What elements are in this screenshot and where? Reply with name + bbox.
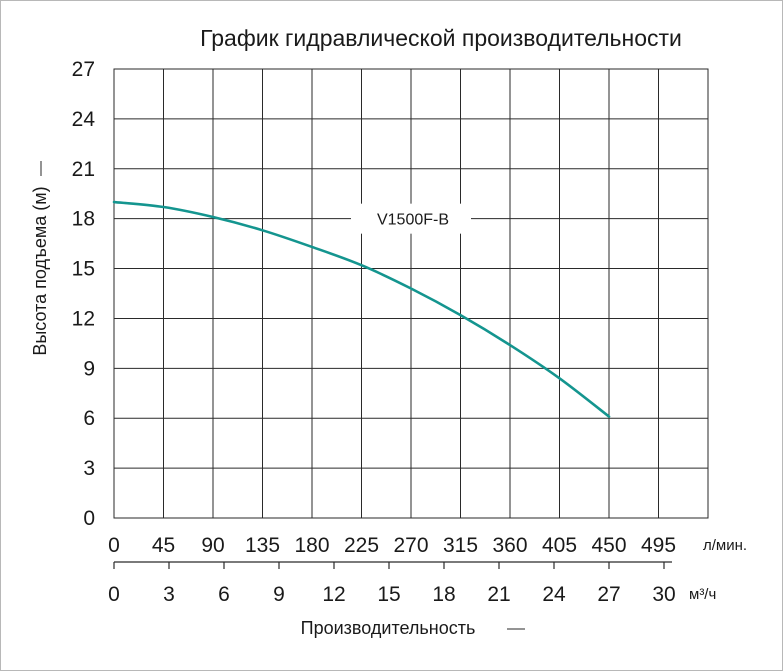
series-layer: V1500F-B xyxy=(112,200,611,418)
y-tick-label: 21 xyxy=(72,158,95,181)
y-tick-label: 24 xyxy=(72,108,96,131)
y-tick-label: 0 xyxy=(83,507,95,530)
x-primary-tick-label: 0 xyxy=(108,534,120,557)
y-tick-label: 18 xyxy=(72,208,95,231)
x-primary-tick-label: 225 xyxy=(344,534,379,557)
x-secondary-tick-label: 9 xyxy=(273,583,285,606)
x-secondary-tick-label: 3 xyxy=(163,583,175,606)
x-secondary-tick-label: 6 xyxy=(218,583,230,606)
x-axis-label: Производительность xyxy=(301,618,476,638)
x-unit-secondary: м³/ч xyxy=(689,586,716,603)
y-tick-label: 12 xyxy=(72,307,95,330)
x-secondary-tick-label: 24 xyxy=(542,583,566,606)
y-tick-label: 27 xyxy=(72,58,95,81)
grid-lines xyxy=(113,68,709,519)
series-label-box xyxy=(351,203,471,234)
y-tick-label: 3 xyxy=(83,457,95,480)
series-line-v1500f-b xyxy=(112,200,611,418)
x-primary-tick-label: 405 xyxy=(542,534,577,557)
x-primary-tick-label: 450 xyxy=(591,534,626,557)
chart-title: График гидравлической производительности xyxy=(200,25,682,51)
y-tick-label: 9 xyxy=(83,357,95,380)
x-primary-tick-label: 270 xyxy=(393,534,428,557)
x-secondary-tick-label: 15 xyxy=(377,583,400,606)
x-primary-tick-label: 315 xyxy=(443,534,478,557)
y-axis-label: Высота подъема (м) xyxy=(30,186,50,355)
y-tick-label: 6 xyxy=(83,407,95,430)
x-secondary-tick-label: 30 xyxy=(652,583,675,606)
x-primary-tick-label: 495 xyxy=(641,534,676,557)
series-label-v1500f-b: V1500F-B xyxy=(377,212,449,229)
x-primary-tick-label: 180 xyxy=(294,534,329,557)
x-primary-tick-label: 45 xyxy=(152,534,175,557)
y-tick-label: 15 xyxy=(72,258,95,281)
x-primary-tick-label: 135 xyxy=(245,534,280,557)
y-axis-label-group: Высота подъема (м) xyxy=(30,161,50,356)
x-secondary-tick-label: 0 xyxy=(108,583,120,606)
x-secondary-tick-label: 21 xyxy=(487,583,510,606)
x-secondary-tick-label: 12 xyxy=(322,583,345,606)
x-unit-primary: л/мин. xyxy=(703,537,747,554)
x-secondary-tick-label: 27 xyxy=(597,583,620,606)
axes xyxy=(113,561,672,569)
x-secondary-tick-label: 18 xyxy=(432,583,455,606)
x-axis-label-group: Производительность xyxy=(301,618,525,638)
x-primary-tick-label: 360 xyxy=(492,534,527,557)
x-primary-tick-label: 90 xyxy=(201,534,224,557)
